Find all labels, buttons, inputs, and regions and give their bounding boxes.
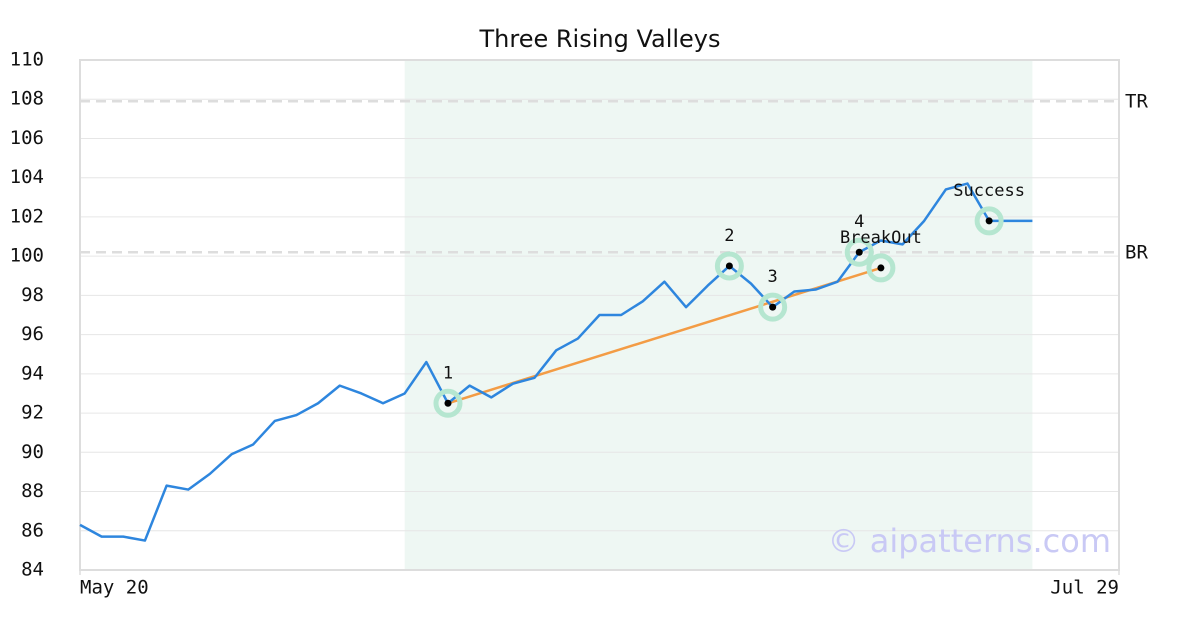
pivot-halo bbox=[433, 388, 463, 418]
y-tick-label: 102 bbox=[10, 205, 44, 227]
pivot-dot bbox=[444, 399, 452, 407]
pivot-label: 3 bbox=[768, 267, 778, 287]
pivot-dot bbox=[855, 248, 863, 256]
x-tick-label: Jul 29 bbox=[1050, 577, 1119, 599]
price-line bbox=[79, 182, 1033, 542]
pivot-label: 4 bbox=[854, 212, 864, 232]
y-tick-label: 88 bbox=[21, 480, 44, 502]
pivot-label: 2 bbox=[724, 226, 734, 246]
y-tick-label: 100 bbox=[10, 245, 44, 267]
y-tick-label: 94 bbox=[21, 362, 44, 384]
y-tick-label: 106 bbox=[10, 127, 44, 149]
chart-title: Three Rising Valleys bbox=[478, 25, 720, 53]
pivot-label: Success bbox=[953, 181, 1025, 201]
shaded-span bbox=[404, 60, 1033, 570]
y-tick-label: 84 bbox=[21, 559, 44, 581]
x-tick-label: May 20 bbox=[80, 577, 149, 599]
y-tick-label: 104 bbox=[10, 166, 44, 188]
y-tick-label: 86 bbox=[21, 519, 44, 541]
y-tick-label: 98 bbox=[21, 284, 44, 306]
level-label: BR bbox=[1125, 242, 1148, 264]
watermark: © aipatterns.com bbox=[828, 522, 1111, 560]
pivot-halo bbox=[974, 206, 1004, 236]
plot-frame bbox=[79, 59, 1120, 571]
y-tick-label: 110 bbox=[10, 49, 44, 71]
pivot-halo bbox=[844, 237, 874, 267]
pivot-dot bbox=[725, 262, 733, 270]
pivot-dot bbox=[877, 264, 885, 272]
pivot-dot bbox=[985, 217, 993, 225]
y-tick-label: 92 bbox=[21, 402, 44, 424]
pivot-halo bbox=[714, 251, 744, 281]
pivot-label: 1 bbox=[443, 363, 453, 383]
y-tick-label: 108 bbox=[10, 88, 44, 110]
level-label: TR bbox=[1125, 91, 1148, 113]
pivot-label: BreakOut bbox=[840, 228, 922, 248]
pivot-halo bbox=[866, 253, 896, 283]
y-tick-label: 96 bbox=[21, 323, 44, 345]
y-tick-label: 90 bbox=[21, 441, 44, 463]
pivot-dot bbox=[769, 303, 777, 311]
pivot-halo bbox=[758, 292, 788, 322]
